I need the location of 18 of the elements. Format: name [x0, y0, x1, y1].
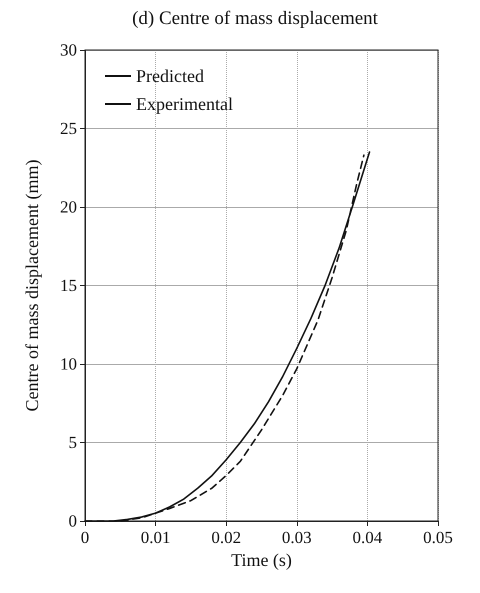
y-tick-label: 30 [60, 40, 77, 60]
y-tick-label: 10 [60, 354, 77, 374]
legend-label: Predicted [136, 66, 204, 86]
y-tick-label: 0 [68, 512, 77, 530]
x-tick-label: 0.03 [282, 528, 312, 547]
legend-label: Experimental [136, 94, 233, 114]
x-axis-title: Time (s) [231, 550, 292, 570]
chart-title: (d) Centre of mass displacement [132, 8, 379, 29]
y-tick-label: 15 [60, 276, 77, 295]
x-tick-label: 0 [80, 528, 90, 547]
y-tick-label: 5 [68, 433, 77, 452]
x-tick-label: 0.04 [352, 528, 383, 547]
x-tick-label: 0.02 [211, 528, 242, 547]
y-axis-title: Centre of mass displacement (mm) [22, 160, 42, 412]
x-tick-label: 0.01 [140, 528, 170, 547]
y-tick-label: 20 [60, 198, 77, 216]
y-tick-label: 25 [60, 119, 77, 138]
x-tick-label: 0.05 [423, 528, 453, 547]
